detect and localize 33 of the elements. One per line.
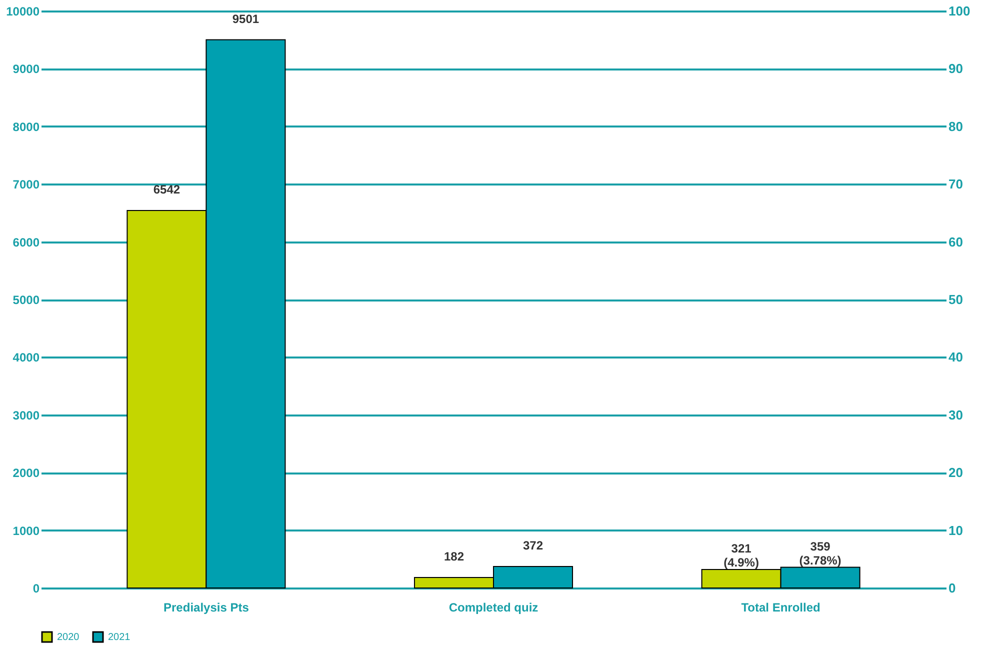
y2-tick-label: 100 (948, 4, 970, 18)
y2-tick-label: 20 (948, 465, 963, 480)
y2-tick-label: 10 (948, 522, 963, 538)
y-tick-label: 5000 (12, 293, 40, 307)
y-tick-label: 1000 (12, 524, 40, 538)
y2-tick-label: 40 (948, 350, 963, 365)
data-label: 321 (4.9%) (724, 541, 759, 570)
y2-tick-label: 50 (948, 292, 963, 307)
legend-label: 2021 (108, 632, 131, 643)
data-label: 359 (3.78%) (799, 539, 842, 568)
y-tick-label: 4000 (12, 350, 40, 365)
y-tick-label: 2000 (12, 466, 40, 480)
y2-tick-label: 90 (948, 61, 963, 76)
y-tick-label: 3000 (12, 408, 40, 422)
y2-tick-label: 30 (948, 407, 963, 422)
legend-label: 2020 (57, 632, 80, 643)
data-label: 6542 (153, 182, 180, 197)
x-tick-label: Total Enrolled (741, 600, 820, 614)
y-tick-label: 9000 (12, 62, 40, 76)
y-tick-label: 7000 (12, 178, 40, 192)
y2-tick-label: 70 (948, 176, 963, 192)
y-tick-label: 10000 (6, 4, 40, 18)
y2-tick-label: 80 (948, 118, 963, 134)
y-tick-label: 0 (32, 582, 40, 596)
y2-tick-label: 0 (948, 580, 956, 596)
y-tick-label: 6000 (12, 235, 40, 250)
y-tick-label: 8000 (12, 120, 40, 134)
y2-tick-label: 60 (948, 234, 963, 250)
data-label: 9501 (232, 12, 260, 26)
x-tick-label: Predialysis Pts (164, 600, 250, 614)
data-label: 372 (522, 538, 544, 553)
data-label: 182 (444, 550, 464, 564)
x-tick-label: Completed quiz (448, 600, 538, 614)
